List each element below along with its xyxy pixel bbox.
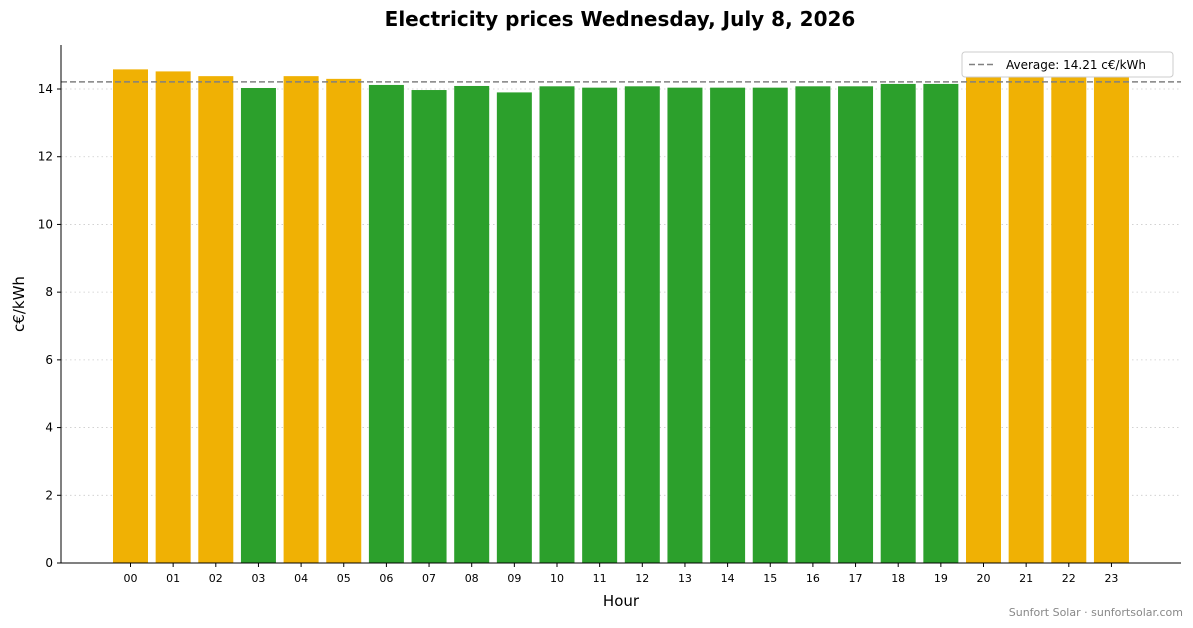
x-tick-label: 13 bbox=[678, 572, 692, 585]
bar bbox=[966, 77, 1001, 564]
y-axis-label: c€/kWh bbox=[10, 276, 28, 332]
bar bbox=[326, 78, 362, 564]
x-ticks: 00 01 02 03 04 05 06 07 08 09 10 11 12 13 14 15 16 17 18 19… bbox=[124, 563, 1118, 585]
bar bbox=[283, 76, 319, 564]
x-tick-label: 15 bbox=[763, 572, 777, 585]
bar bbox=[838, 86, 874, 564]
bar bbox=[539, 86, 575, 564]
bars bbox=[113, 69, 1129, 564]
x-tick-label: 23 bbox=[1104, 572, 1118, 585]
y-tick-label: 2 bbox=[45, 488, 53, 502]
bar bbox=[582, 87, 618, 564]
legend-box bbox=[961, 51, 1174, 78]
x-tick-label: 08 bbox=[465, 572, 479, 585]
y-tick-label: 0 bbox=[45, 556, 53, 570]
legend-label-average: Average: 14.21 c€/kWh bbox=[1006, 58, 1146, 72]
x-tick-label: 16 bbox=[806, 572, 820, 585]
x-tick-label: 11 bbox=[593, 572, 607, 585]
x-axis-label: Hour bbox=[603, 592, 640, 610]
bar bbox=[1008, 76, 1044, 564]
bar bbox=[1093, 76, 1129, 564]
y-tick-label: 8 bbox=[45, 285, 53, 299]
x-tick-label: 10 bbox=[550, 572, 564, 585]
bar bbox=[667, 87, 703, 564]
bar bbox=[710, 87, 746, 564]
bar bbox=[198, 76, 234, 564]
footer-credit: Sunfort Solar · sunfortsolar.com bbox=[1008, 606, 1183, 619]
y-tick-label: 14 bbox=[38, 82, 53, 96]
y-tick-label: 10 bbox=[38, 217, 53, 231]
x-tick-label: 02 bbox=[209, 572, 223, 585]
bar bbox=[1051, 76, 1087, 564]
x-tick-label: 06 bbox=[379, 572, 393, 585]
bar bbox=[454, 85, 490, 564]
x-tick-label: 19 bbox=[934, 572, 948, 585]
x-tick-label: 20 bbox=[977, 572, 991, 585]
x-tick-label: 18 bbox=[891, 572, 905, 585]
bar bbox=[496, 92, 532, 564]
bar bbox=[923, 83, 959, 564]
x-tick-label: 14 bbox=[721, 572, 735, 585]
bar bbox=[368, 84, 404, 564]
y-ticks: 0 2 4 6 8 10 12 14 bbox=[38, 82, 61, 570]
x-tick-label: 04 bbox=[294, 572, 308, 585]
bar bbox=[411, 90, 447, 564]
y-tick-label: 4 bbox=[45, 421, 53, 435]
y-tick-label: 6 bbox=[45, 353, 53, 367]
x-tick-label: 12 bbox=[635, 572, 649, 585]
bar bbox=[880, 83, 916, 564]
bar bbox=[113, 69, 148, 564]
bar bbox=[155, 71, 191, 564]
x-tick-label: 17 bbox=[849, 572, 863, 585]
x-tick-label: 09 bbox=[507, 572, 521, 585]
y-tick-label: 12 bbox=[38, 150, 53, 164]
x-tick-label: 00 bbox=[124, 572, 138, 585]
x-tick-label: 21 bbox=[1019, 572, 1033, 585]
x-tick-label: 03 bbox=[251, 572, 265, 585]
x-tick-label: 05 bbox=[337, 572, 351, 585]
legend: Average: 14.21 c€/kWh bbox=[961, 51, 1174, 78]
bar bbox=[752, 87, 788, 564]
x-tick-label: 22 bbox=[1062, 572, 1076, 585]
bar bbox=[795, 86, 831, 564]
bar bbox=[240, 87, 276, 564]
bar bbox=[624, 86, 660, 564]
x-tick-label: 07 bbox=[422, 572, 436, 585]
x-tick-label: 01 bbox=[166, 572, 180, 585]
chart-title: Electricity prices Wednesday, July 8, 20… bbox=[385, 7, 856, 31]
